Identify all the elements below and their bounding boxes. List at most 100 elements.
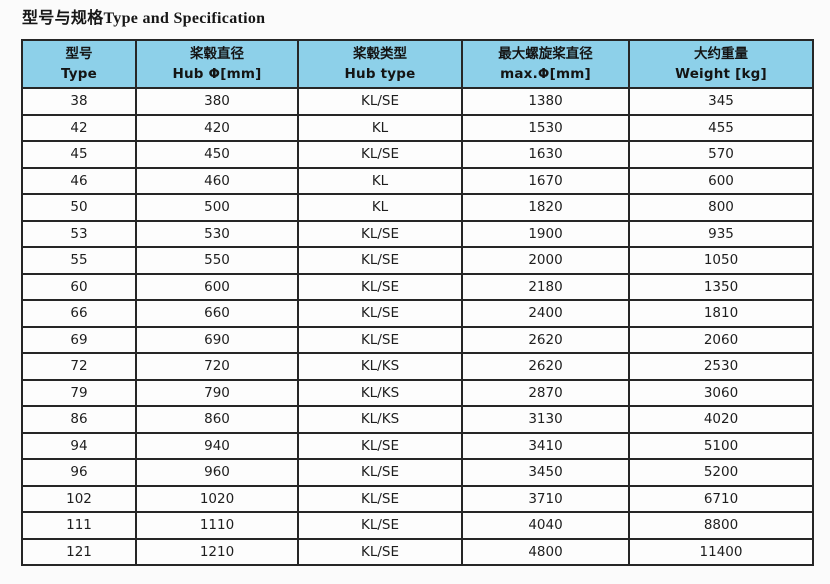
table-cell: 11400 bbox=[628, 537, 814, 566]
table-cell: 1350 bbox=[628, 272, 814, 301]
table-cell: 1900 bbox=[461, 219, 630, 248]
table-cell: 2530 bbox=[628, 352, 814, 381]
col-header-type-zh: 型号 bbox=[65, 45, 93, 62]
table-row: 55 550 KL/SE 2000 1050 bbox=[21, 246, 814, 275]
table-cell: 121 bbox=[21, 537, 137, 566]
table-cell: 60 bbox=[21, 272, 137, 301]
col-header-max-prop-diameter-en: max.Φ[mm] bbox=[500, 66, 591, 82]
col-header-weight-zh: 大约重量 bbox=[694, 45, 748, 62]
table-cell: 1050 bbox=[628, 246, 814, 275]
table-cell: 4040 bbox=[461, 511, 630, 540]
table-cell: 50 bbox=[21, 193, 137, 222]
table-cell: 550 bbox=[135, 246, 299, 275]
table-body: 38 380 KL/SE 1380 345 42 420 KL 1530 455 45 450 KL/S… bbox=[21, 87, 814, 566]
table-cell: 420 bbox=[135, 113, 299, 142]
table-cell: 1380 bbox=[461, 87, 630, 116]
table-cell: 455 bbox=[628, 113, 814, 142]
table-row: 72 720 KL/KS 2620 2530 bbox=[21, 352, 814, 381]
table-cell: 3410 bbox=[461, 431, 630, 460]
table-cell: 600 bbox=[628, 166, 814, 195]
table-cell: KL/SE bbox=[297, 431, 463, 460]
table-row: 45 450 KL/SE 1630 570 bbox=[21, 140, 814, 169]
table-cell: 2000 bbox=[461, 246, 630, 275]
col-header-hub-type-en: Hub type bbox=[344, 66, 416, 82]
table-cell: 500 bbox=[135, 193, 299, 222]
table-cell: 5200 bbox=[628, 458, 814, 487]
page-title: 型号与规格Type and Specification bbox=[22, 10, 266, 27]
table-cell: 790 bbox=[135, 378, 299, 407]
table-cell: 660 bbox=[135, 299, 299, 328]
table-cell: KL/SE bbox=[297, 219, 463, 248]
table-cell: 1630 bbox=[461, 140, 630, 169]
col-header-weight-en: Weight [kg] bbox=[675, 66, 767, 82]
table-cell: 8800 bbox=[628, 511, 814, 540]
table-cell: 3450 bbox=[461, 458, 630, 487]
table-cell: 42 bbox=[21, 113, 137, 142]
table-row: 42 420 KL 1530 455 bbox=[21, 113, 814, 142]
table-cell: KL/SE bbox=[297, 299, 463, 328]
col-header-hub-type: 桨毂类型 Hub type bbox=[297, 39, 463, 89]
col-header-hub-diameter-zh: 桨毂直径 bbox=[190, 45, 244, 62]
table-cell: 66 bbox=[21, 299, 137, 328]
table-cell: 450 bbox=[135, 140, 299, 169]
table-cell: 46 bbox=[21, 166, 137, 195]
table-cell: KL/SE bbox=[297, 325, 463, 354]
table-cell: 860 bbox=[135, 405, 299, 434]
table-cell: 1110 bbox=[135, 511, 299, 540]
col-header-max-prop-diameter: 最大螺旋桨直径 max.Φ[mm] bbox=[461, 39, 630, 89]
col-header-type: 型号 Type bbox=[21, 39, 137, 89]
table-cell: 2620 bbox=[461, 325, 630, 354]
table-cell: KL/KS bbox=[297, 405, 463, 434]
table-row: 60 600 KL/SE 2180 1350 bbox=[21, 272, 814, 301]
table-cell: KL/SE bbox=[297, 140, 463, 169]
table-cell: 530 bbox=[135, 219, 299, 248]
table-cell: KL/KS bbox=[297, 352, 463, 381]
table-cell: KL/SE bbox=[297, 272, 463, 301]
table-header: 型号 Type 桨毂直径 Hub Φ[mm] 桨毂类型 Hub type 最大螺… bbox=[21, 39, 814, 89]
table-cell: 4020 bbox=[628, 405, 814, 434]
table-row: 121 1210 KL/SE 4800 11400 bbox=[21, 537, 814, 566]
table-cell: 6710 bbox=[628, 484, 814, 513]
table-cell: 940 bbox=[135, 431, 299, 460]
table-cell: 2870 bbox=[461, 378, 630, 407]
table-cell: KL/SE bbox=[297, 484, 463, 513]
table-cell: 79 bbox=[21, 378, 137, 407]
table-cell: 1210 bbox=[135, 537, 299, 566]
table-cell: 94 bbox=[21, 431, 137, 460]
table-cell: 1820 bbox=[461, 193, 630, 222]
table-row: 46 460 KL 1670 600 bbox=[21, 166, 814, 195]
col-header-weight: 大约重量 Weight [kg] bbox=[628, 39, 814, 89]
table-cell: 86 bbox=[21, 405, 137, 434]
table-cell: 55 bbox=[21, 246, 137, 275]
table-cell: 5100 bbox=[628, 431, 814, 460]
table-cell: KL bbox=[297, 193, 463, 222]
table-cell: 4800 bbox=[461, 537, 630, 566]
table-cell: 102 bbox=[21, 484, 137, 513]
table-cell: 380 bbox=[135, 87, 299, 116]
table-cell: 69 bbox=[21, 325, 137, 354]
table-cell: KL/SE bbox=[297, 511, 463, 540]
table-cell: KL bbox=[297, 166, 463, 195]
table-cell: KL/KS bbox=[297, 378, 463, 407]
table-row: 102 1020 KL/SE 3710 6710 bbox=[21, 484, 814, 513]
table-cell: 72 bbox=[21, 352, 137, 381]
table-cell: 1020 bbox=[135, 484, 299, 513]
table-row: 66 660 KL/SE 2400 1810 bbox=[21, 299, 814, 328]
table-cell: 45 bbox=[21, 140, 137, 169]
table-cell: 960 bbox=[135, 458, 299, 487]
table-cell: KL/SE bbox=[297, 458, 463, 487]
table-cell: 690 bbox=[135, 325, 299, 354]
col-header-hub-diameter-en: Hub Φ[mm] bbox=[172, 66, 262, 82]
col-header-hub-diameter: 桨毂直径 Hub Φ[mm] bbox=[135, 39, 299, 89]
table-cell: 1530 bbox=[461, 113, 630, 142]
table-row: 50 500 KL 1820 800 bbox=[21, 193, 814, 222]
table-row: 69 690 KL/SE 2620 2060 bbox=[21, 325, 814, 354]
table-cell: 96 bbox=[21, 458, 137, 487]
table-cell: 2060 bbox=[628, 325, 814, 354]
col-header-max-prop-diameter-zh: 最大螺旋桨直径 bbox=[498, 45, 593, 62]
table-cell: 800 bbox=[628, 193, 814, 222]
table-cell: 2180 bbox=[461, 272, 630, 301]
table-row: 86 860 KL/KS 3130 4020 bbox=[21, 405, 814, 434]
table-cell: 3060 bbox=[628, 378, 814, 407]
table-row: 94 940 KL/SE 3410 5100 bbox=[21, 431, 814, 460]
